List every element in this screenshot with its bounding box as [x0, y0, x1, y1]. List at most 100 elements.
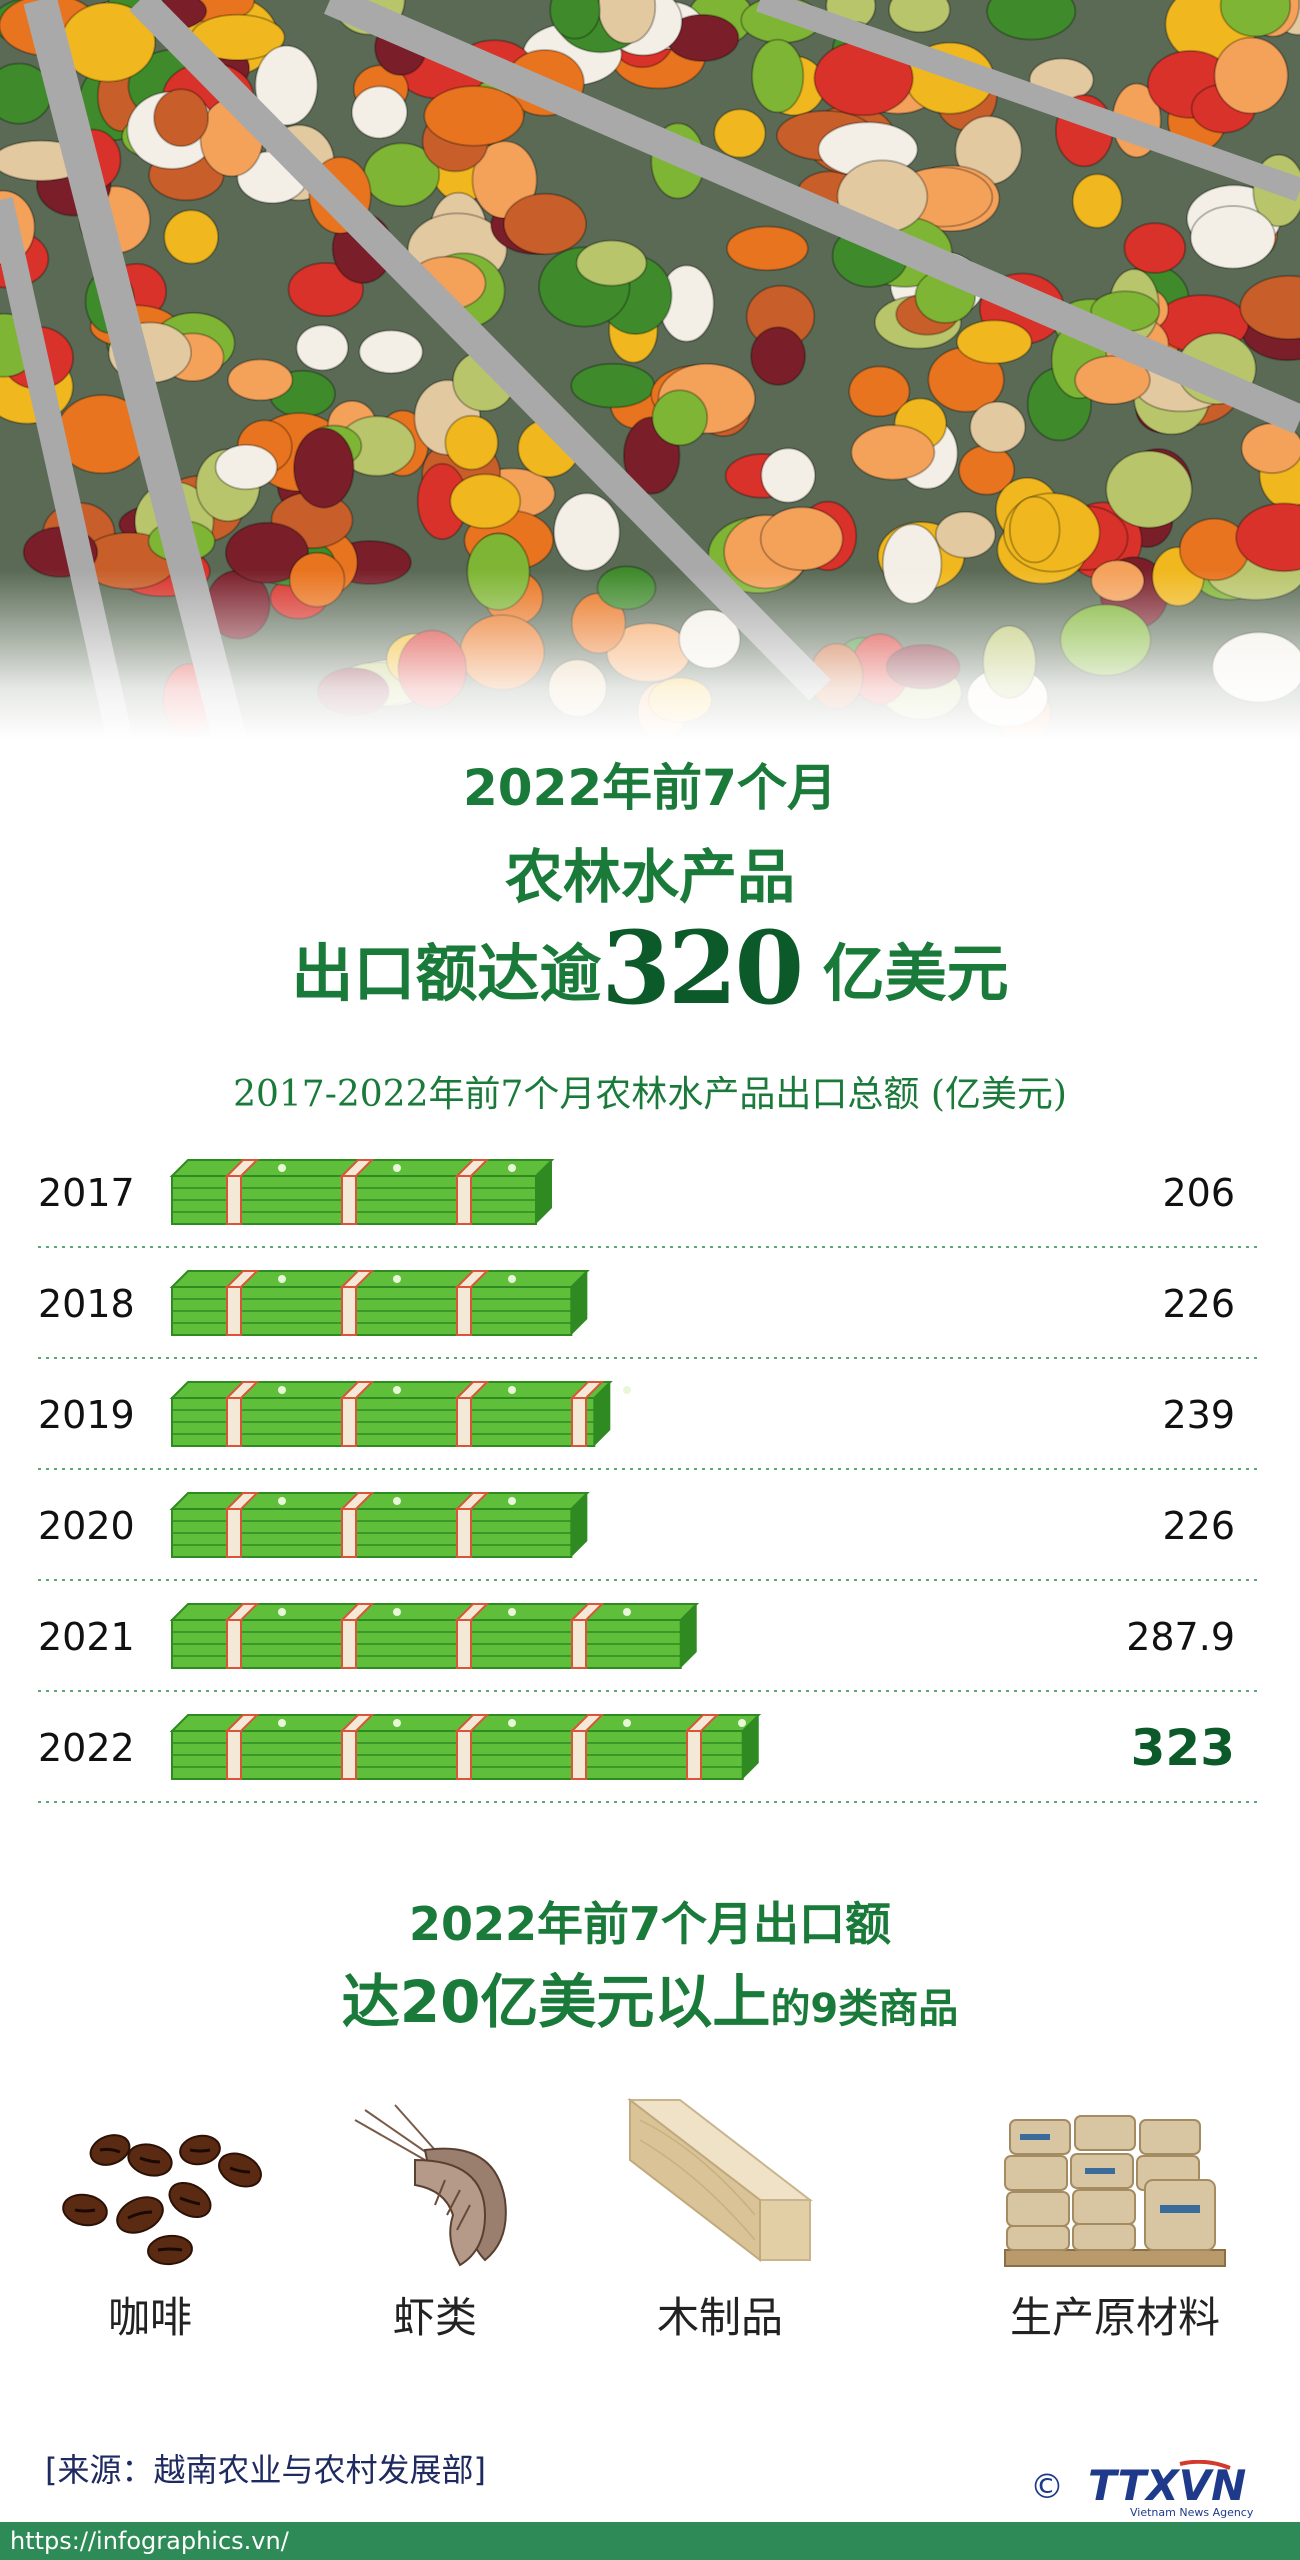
product-wood: 木制品 [570, 2090, 870, 2345]
produce-item [575, 239, 648, 287]
value-label: 226 [1162, 1282, 1235, 1326]
bill-seal [508, 1497, 516, 1505]
year-label: 2020 [38, 1504, 135, 1548]
bill-seal [278, 1275, 286, 1283]
produce-item [1123, 222, 1187, 274]
bill-seal [623, 1719, 631, 1727]
year-label: 2019 [38, 1393, 135, 1437]
bill-band [341, 1730, 357, 1780]
product-coffee: 咖啡 [0, 2120, 300, 2345]
bill-band [226, 1286, 242, 1336]
bill-band [341, 1175, 357, 1225]
product-shrimp: 虾类 [285, 2100, 585, 2345]
bar-side-face [571, 1271, 588, 1335]
year-label: 2017 [38, 1171, 135, 1215]
bar [169, 1603, 700, 1669]
produce-item [570, 362, 656, 409]
value-label: 323 [1131, 1719, 1235, 1777]
bill-band [226, 1730, 242, 1780]
produce-item [759, 506, 844, 572]
bill-seal [278, 1386, 286, 1394]
section2-subtitle: 达20亿美元以上的9类商品 [0, 1955, 1300, 2039]
produce-item [444, 414, 499, 471]
bill-seal [623, 1386, 631, 1394]
bar-side-face [680, 1604, 697, 1668]
produce-item [350, 85, 409, 140]
produce-item [751, 38, 805, 114]
bill-seal [393, 1719, 401, 1727]
produce-item [502, 192, 588, 256]
headline-amount-prefix: 出口额达逾 [291, 937, 602, 1010]
material-sacks-icon [1004, 2115, 1226, 2267]
produce-item [1008, 495, 1061, 564]
bar [169, 1159, 555, 1225]
produce-item [713, 108, 767, 159]
copyright-symbol: © [1030, 2467, 1064, 2507]
wood-plank-icon [627, 2097, 813, 2263]
chart-title: 2017-2022年前7个月农林水产品出口总额 (亿美元) [233, 1074, 1067, 1115]
bar [169, 1270, 590, 1336]
bill-seal [623, 1608, 631, 1616]
bill-band [226, 1397, 242, 1447]
produce-item [1071, 173, 1123, 229]
value-label: 239 [1162, 1393, 1235, 1437]
product-materials: 生产原材料 [965, 2110, 1265, 2345]
bar [169, 1492, 590, 1558]
bill-seal [393, 1608, 401, 1616]
headline-amount: 出口额达逾320 亿美元 [0, 918, 1300, 1024]
produce-item [553, 492, 621, 572]
product-materials-label: 生产原材料 [1009, 2293, 1220, 2342]
bill-band [456, 1730, 472, 1780]
bill-band [571, 1397, 587, 1447]
produce-item [986, 0, 1077, 41]
produce-item [293, 427, 355, 509]
bill-band [686, 1730, 702, 1780]
produce-item [848, 365, 911, 418]
bar [169, 1381, 631, 1447]
produce-item [934, 510, 997, 559]
produce-item [449, 473, 522, 530]
bill-band [341, 1508, 357, 1558]
logo-subtext: Vietnam News Agency [1130, 2506, 1254, 2519]
produce-item [955, 319, 1033, 365]
bill-seal [393, 1497, 401, 1505]
produce-item [1213, 36, 1289, 115]
bill-band [226, 1619, 242, 1669]
bill-band [456, 1175, 472, 1225]
produce-item [760, 447, 817, 504]
produce-item [1239, 274, 1300, 341]
produce-item [888, 0, 951, 34]
bill-band [226, 1508, 242, 1558]
vegetable-market-illustration [0, 0, 1300, 740]
bill-seal [278, 1497, 286, 1505]
bill-seal [508, 1386, 516, 1394]
bill-seal [738, 1719, 746, 1727]
bill-seal [278, 1164, 286, 1172]
product-coffee-label: 咖啡 [107, 2293, 192, 2342]
coffee-beans-icon [62, 2134, 262, 2266]
bill-band [571, 1619, 587, 1669]
bill-seal [508, 1275, 516, 1283]
headline-subject: 农林水产品 [504, 843, 795, 911]
product-wood-label: 木制品 [656, 2293, 783, 2342]
produce-item [1074, 355, 1151, 405]
bar-side-face [536, 1160, 553, 1224]
produce-item [651, 389, 709, 447]
bill-seal [278, 1608, 286, 1616]
bill-seal [393, 1386, 401, 1394]
ttxvn-logo: © TTXVN Vietnam News Agency [1030, 2459, 1270, 2526]
produce-item [750, 326, 807, 386]
year-label: 2021 [38, 1615, 135, 1659]
headline-amount-number: 320 [601, 909, 804, 1027]
produce-item [423, 85, 525, 147]
bill-band [456, 1619, 472, 1669]
bar [169, 1714, 762, 1780]
produce-item [227, 358, 294, 402]
bill-seal [278, 1719, 286, 1727]
produce-item [549, 0, 601, 40]
value-label: 287.9 [1126, 1615, 1235, 1659]
value-label: 206 [1162, 1171, 1235, 1215]
produce-item [726, 225, 809, 272]
produce-item [358, 329, 424, 375]
product-shrimp-label: 虾类 [392, 2293, 477, 2342]
